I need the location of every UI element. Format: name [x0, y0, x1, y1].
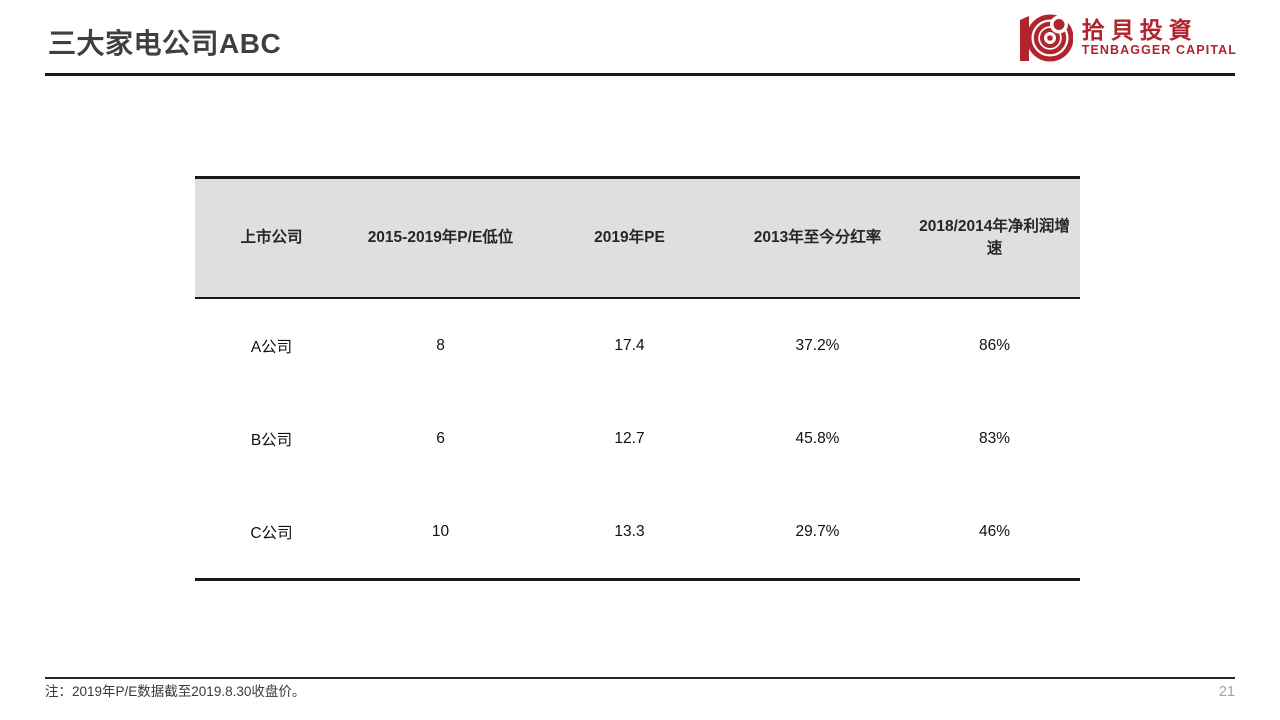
- table-header-row: 上市公司 2015-2019年P/E低位 2019年PE 2013年至今分红率 …: [195, 177, 1080, 299]
- tenbagger-10-ripple-icon: [1019, 14, 1073, 62]
- logo-name-english: TENBAGGER CAPITAL: [1081, 43, 1237, 58]
- table-header: 上市公司 2015-2019年P/E低位 2019年PE 2013年至今分红率 …: [195, 177, 1080, 299]
- page-title: 三大家电公司ABC: [48, 28, 282, 59]
- column-header-pe-2019: 2019年PE: [533, 177, 726, 299]
- column-header-dividend: 2013年至今分红率: [726, 177, 909, 299]
- title-divider: [45, 73, 1235, 76]
- table-row-company-a: A公司 8 17.4 37.2% 86%: [195, 298, 1080, 392]
- table-cell: 8: [436, 336, 445, 354]
- table-cell: 13.3: [614, 522, 645, 540]
- logo-wordmark: 拾貝投資 TENBAGGER CAPITAL: [1082, 17, 1236, 58]
- tenbagger-capital-logo: 拾貝投資 TENBAGGER CAPITAL: [1015, 11, 1236, 64]
- table-cell: 6: [436, 429, 445, 447]
- footer-divider: [45, 677, 1235, 679]
- table-cell: B公司: [250, 431, 293, 449]
- table-cell: 83%: [978, 429, 1011, 447]
- table-cell: A公司: [250, 338, 293, 356]
- page-number: 21: [1218, 684, 1235, 700]
- table-cell: 46%: [978, 522, 1011, 540]
- table-cell: 45.8%: [795, 429, 840, 447]
- column-header-pe-low: 2015-2019年P/E低位: [348, 177, 533, 299]
- companies-comparison-table: 上市公司 2015-2019年P/E低位 2019年PE 2013年至今分红率 …: [195, 176, 1080, 581]
- table-cell: 12.7: [614, 429, 645, 447]
- table-body: A公司 8 17.4 37.2% 86% B公司 6 12.7 45.8% 83…: [195, 298, 1080, 580]
- table-cell: 86%: [978, 336, 1011, 354]
- logo-name-chinese: 拾貝投資: [1081, 16, 1198, 43]
- footnote: 注：2019年P/E数据截至2019.8.30收盘价。: [45, 684, 306, 699]
- table-row-company-b: B公司 6 12.7 45.8% 83%: [195, 392, 1080, 485]
- table-cell: 10: [431, 522, 450, 540]
- table-cell: 17.4: [614, 336, 645, 354]
- table-cell: 37.2%: [795, 336, 840, 354]
- column-header-profit-growth: 2018/2014年净利润增速: [909, 177, 1080, 299]
- table-cell: 29.7%: [795, 522, 840, 540]
- table-cell: C公司: [250, 524, 293, 542]
- column-header-company: 上市公司: [195, 177, 348, 299]
- table-row-company-c: C公司 10 13.3 29.7% 46%: [195, 485, 1080, 580]
